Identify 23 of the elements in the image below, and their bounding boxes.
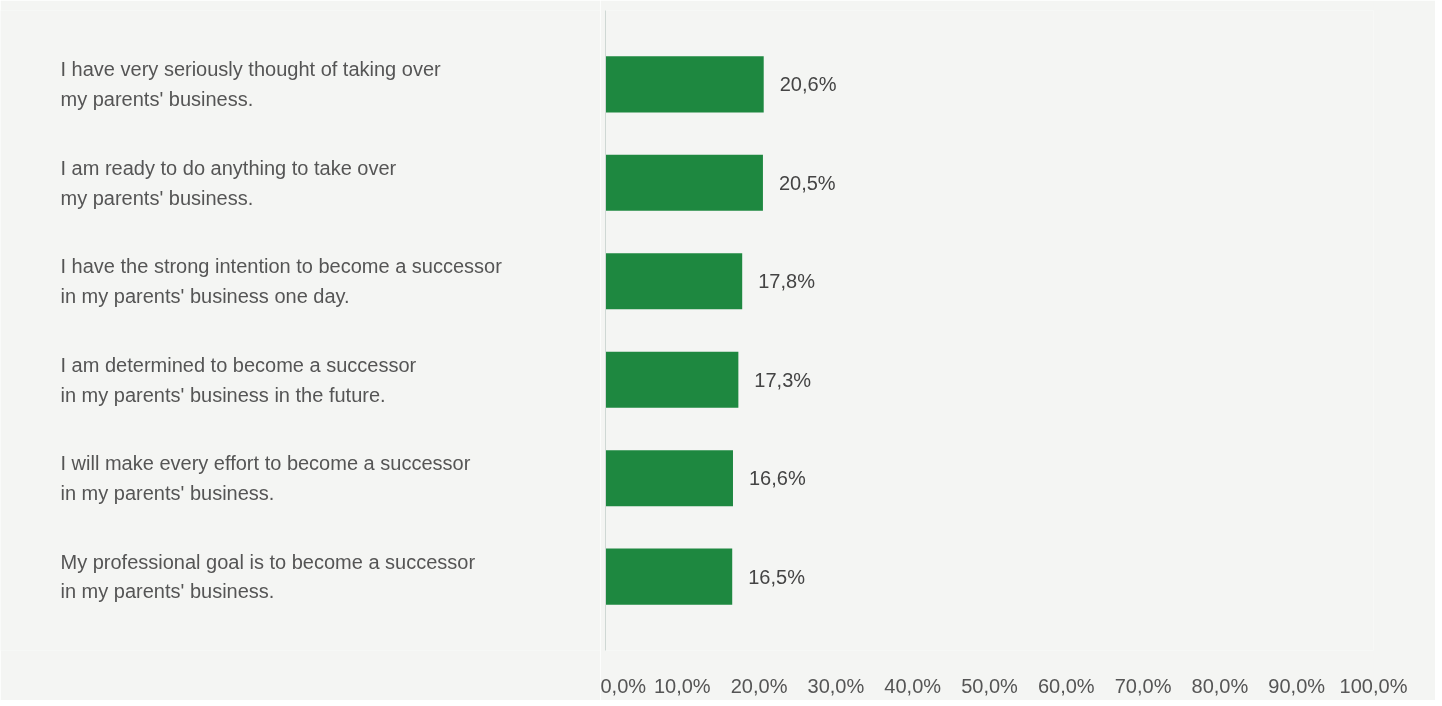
x-tick-label: 100,0% (1339, 674, 1408, 697)
x-tick-label: 80,0% (1191, 674, 1249, 697)
data-label: 20,5% (778, 171, 836, 194)
x-tick-label: 20,0% (730, 674, 788, 697)
data-label: 16,6% (748, 467, 806, 490)
data-label: 17,3% (754, 368, 812, 391)
y-tick-label: I have very seriously thought of taking over my parents' business. (60, 58, 442, 111)
y-tick-label: I will make every effort to become a successor in my parents' business. (60, 452, 471, 505)
data-label: 16,5% (748, 565, 806, 588)
x-tick-label: 70,0% (1114, 674, 1172, 697)
y-tick-label: I have the strong intention to become a successor in my parents' business one day. (60, 255, 503, 308)
x-tick-label: 30,0% (807, 674, 865, 697)
y-tick-label: I am ready to do anything to take over my parents' business. (60, 156, 397, 209)
x-tick-label: 40,0% (884, 674, 942, 697)
data-label: 17,8% (758, 270, 816, 293)
x-tick-label: 90,0% (1268, 674, 1326, 697)
y-tick-label: My professional goal is to become a successor in my parents' business. (60, 550, 476, 603)
x-tick-label: 60,0% (1037, 674, 1095, 697)
data-label: 20,6% (779, 73, 837, 96)
x-tick-label: 50,0% (961, 674, 1019, 697)
x-tick-label: 0,0% (600, 674, 647, 697)
y-tick-label: I am determined to become a successor in my parents' business in the future. (60, 353, 417, 406)
x-tick-label: 10,0% (653, 674, 711, 697)
